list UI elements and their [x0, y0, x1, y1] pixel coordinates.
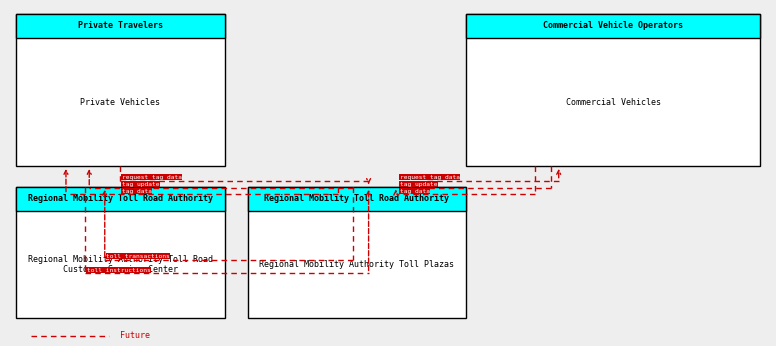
FancyBboxPatch shape: [16, 187, 225, 318]
FancyBboxPatch shape: [466, 14, 760, 166]
FancyBboxPatch shape: [466, 14, 760, 38]
Text: tag data: tag data: [400, 189, 430, 194]
FancyBboxPatch shape: [16, 14, 225, 166]
Text: Regional Mobility Toll Road Authority: Regional Mobility Toll Road Authority: [265, 194, 449, 203]
FancyBboxPatch shape: [16, 187, 225, 211]
Text: Private Vehicles: Private Vehicles: [80, 98, 161, 107]
Text: toll instructions: toll instructions: [87, 267, 151, 273]
Text: Regional Mobility Authority Toll Plazas: Regional Mobility Authority Toll Plazas: [259, 260, 455, 269]
FancyBboxPatch shape: [248, 187, 466, 211]
Text: toll transactions: toll transactions: [106, 254, 170, 259]
FancyBboxPatch shape: [16, 14, 225, 38]
Text: Regional Mobility Toll Road Authority: Regional Mobility Toll Road Authority: [28, 194, 213, 203]
Text: tag update: tag update: [400, 182, 437, 187]
Text: request tag data: request tag data: [122, 175, 182, 180]
FancyBboxPatch shape: [248, 187, 466, 318]
Text: request tag data: request tag data: [400, 175, 459, 180]
Text: tag update: tag update: [122, 182, 159, 187]
Text: Regional Mobility Authority Toll Road
Customer Service Center: Regional Mobility Authority Toll Road Cu…: [28, 255, 213, 274]
Text: Commercial Vehicles: Commercial Vehicles: [566, 98, 660, 107]
Text: Private Travelers: Private Travelers: [78, 21, 163, 30]
Text: Commercial Vehicle Operators: Commercial Vehicle Operators: [543, 21, 683, 30]
Text: tag data: tag data: [122, 189, 152, 194]
Text: Future: Future: [120, 331, 151, 340]
